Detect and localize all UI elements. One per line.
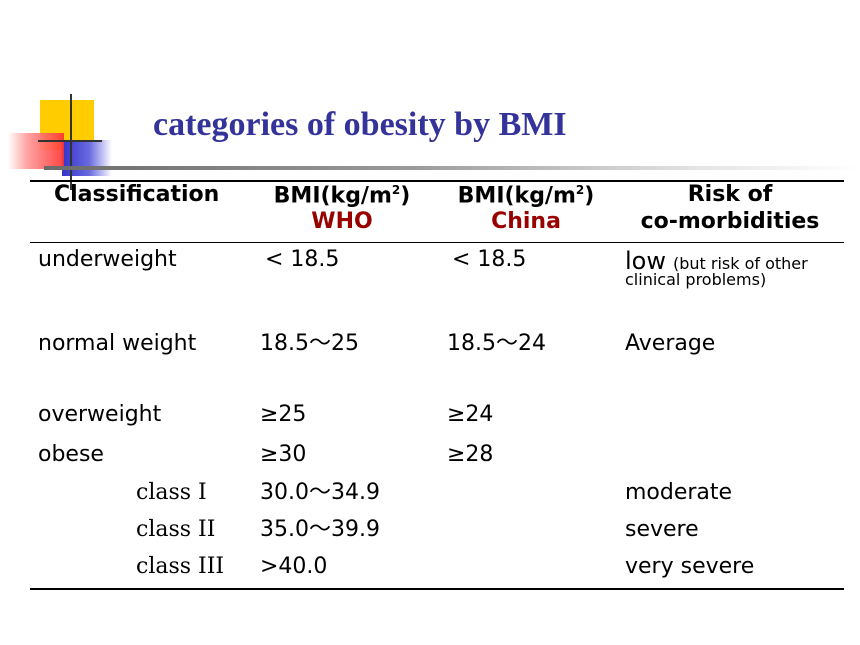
logo-horizontal-line xyxy=(38,140,102,142)
row-underweight-risk-level: low xyxy=(625,247,666,275)
header-bmi-china-close: ) xyxy=(584,183,595,209)
row-overweight-who: ≥25 xyxy=(260,402,307,427)
row-underweight-classification: underweight xyxy=(38,247,177,272)
row-underweight-risk-note-2: clinical problems) xyxy=(625,270,767,289)
header-risk-line1: Risk of xyxy=(687,182,773,207)
row-normal-classification: normal weight xyxy=(38,331,197,356)
row-obese-china: ≥28 xyxy=(447,442,494,467)
row-class3-risk: very severe xyxy=(625,554,755,579)
logo-vertical-line xyxy=(70,94,72,190)
row-normal-china: 18.5～24 xyxy=(447,331,546,356)
logo-red-square xyxy=(8,133,64,169)
row-underweight-who: < 18.5 xyxy=(265,247,340,272)
row-overweight-classification: overweight xyxy=(38,402,162,427)
row-obese-who: ≥30 xyxy=(260,442,307,467)
header-risk-line2: co-morbidities xyxy=(640,209,820,234)
table-top-rule xyxy=(30,180,844,182)
row-underweight-china: < 18.5 xyxy=(452,247,527,272)
row-class3-who: >40.0 xyxy=(260,554,328,579)
header-bmi-who-close: ) xyxy=(400,183,411,209)
row-underweight-risk-note-1: (but risk of other xyxy=(672,254,808,273)
row-overweight-china: ≥24 xyxy=(447,402,494,427)
header-bmi-who-sup: 2 xyxy=(391,183,401,197)
header-bmi-who-unit: BMI(kg/m xyxy=(273,183,392,209)
row-obese-classification: obese xyxy=(38,442,104,467)
header-bmi-china: BMI(kg/m2) xyxy=(446,184,606,207)
title-underline xyxy=(44,166,860,170)
row-class2-classification: class II xyxy=(136,517,216,542)
table-bottom-rule xyxy=(30,588,844,590)
row-class1-risk: moderate xyxy=(625,480,733,505)
header-bmi-who: BMI(kg/m2) xyxy=(262,184,422,207)
row-normal-risk: Average xyxy=(625,331,716,356)
row-class1-who: 30.0～34.9 xyxy=(260,480,380,505)
header-who-label: WHO xyxy=(311,209,373,234)
row-normal-who: 18.5～25 xyxy=(260,331,359,356)
slide-title: categories of obesity by BMI xyxy=(153,106,567,143)
row-class1-classification: class I xyxy=(136,480,207,505)
header-bmi-china-sup: 2 xyxy=(575,183,585,197)
row-class2-who: 35.0～39.9 xyxy=(260,517,380,542)
header-china-label: China xyxy=(491,209,561,234)
header-classification: Classification xyxy=(54,182,220,207)
header-bmi-china-unit: BMI(kg/m xyxy=(457,183,576,209)
row-class3-classification: class III xyxy=(136,554,225,579)
row-underweight-risk: low (but risk of other xyxy=(625,249,808,274)
row-class2-risk: severe xyxy=(625,517,699,542)
header-bottom-rule xyxy=(30,242,844,243)
